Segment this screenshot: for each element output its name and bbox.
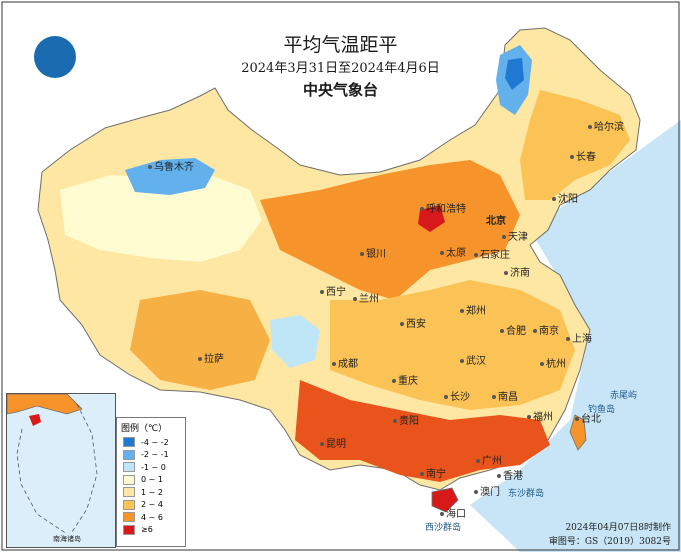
city-nanchang: 南昌	[492, 388, 518, 403]
city-beijing: 北京	[486, 216, 506, 227]
city-changchun: 长春	[570, 148, 596, 163]
city-guiyang: 贵阳	[393, 412, 419, 427]
city-shanghai: 上海	[566, 330, 592, 345]
map-organization: 中央气象台	[302, 81, 378, 99]
city-lanzhou: 兰州	[353, 290, 379, 305]
city-xian: 西安	[400, 315, 426, 330]
city-harbin: 哈尔滨	[588, 118, 624, 133]
legend-item: 0 ~ 1	[117, 474, 185, 487]
region-taiwan	[569, 414, 587, 451]
city-nanning: 南宁	[420, 465, 446, 480]
city-zhengzhou: 郑州	[460, 302, 486, 317]
city-hohhot: 呼和浩特	[420, 200, 466, 215]
region-0-1-xinjiang	[60, 175, 262, 262]
region-light-blue-qinghai	[270, 315, 320, 368]
city-chongqing: 重庆	[392, 372, 418, 387]
city-taipei: 台北	[575, 410, 601, 425]
legend-label: 1 ~ 2	[141, 487, 163, 497]
region-6-plus-hohhot	[418, 205, 445, 232]
city-urumqi: 乌鲁木齐	[148, 158, 194, 173]
map-legend: 图例（℃） -4 ~ -2 -2 ~ -1 -1 ~ 0 0 ~ 1 1 ~ 2 2 ~ …	[116, 417, 186, 547]
legend-swatch	[123, 474, 135, 485]
inset-boundary	[16, 403, 98, 535]
label-chiweiyu: 赤尾屿	[610, 391, 638, 401]
legend-item: 1 ~ 2	[117, 486, 185, 499]
legend-swatch	[123, 524, 135, 535]
city-chengdu: 成都	[332, 355, 358, 370]
south-china-sea-inset: 南海诸岛	[6, 393, 116, 548]
legend-rows: -4 ~ -2 -2 ~ -1 -1 ~ 0 0 ~ 1 1 ~ 2 2 ~ 4 4 ~ 6…	[117, 436, 185, 536]
legend-swatch	[123, 437, 135, 448]
region-2-4-central	[330, 280, 575, 410]
legend-label: -2 ~ -1	[141, 450, 169, 460]
city-nanjing: 南京	[533, 322, 559, 337]
legend-label: 4 ~ 6	[141, 512, 163, 522]
inset-hainan	[29, 414, 41, 426]
legend-swatch	[123, 512, 135, 523]
city-lhasa: 拉萨	[198, 350, 224, 365]
region-4-6-south	[295, 380, 550, 482]
legend-swatch	[123, 487, 135, 498]
region-neg-xinjiang	[125, 158, 215, 195]
legend-item: -2 ~ -1	[117, 449, 185, 462]
legend-item: -1 ~ 0	[117, 461, 185, 474]
city-wuhan: 武汉	[460, 352, 486, 367]
label-dongsha: 东沙群岛	[508, 489, 545, 499]
city-shenyang: 沈阳	[552, 190, 578, 205]
legend-item: ≥6	[117, 524, 185, 537]
city-taiyuan: 太原	[440, 244, 466, 259]
footer-made-date: 2024年04月07日8时制作	[565, 523, 671, 533]
region-4-6-north	[260, 160, 520, 300]
footer-review-number: 审图号：GS（2019）3082号	[548, 537, 671, 547]
label-diaoyudao: 钓鱼岛	[588, 405, 616, 415]
legend-label: 0 ~ 1	[141, 475, 163, 485]
city-changsha: 长沙	[444, 388, 470, 403]
legend-swatch	[123, 449, 135, 460]
legend-item: 2 ~ 4	[117, 499, 185, 512]
region-cold-core-hulunbuir	[505, 58, 524, 90]
ocean-east	[470, 120, 681, 552]
region-2-4-tibet	[130, 290, 270, 390]
city-xining: 西宁	[320, 283, 346, 298]
legend-title: 图例（℃）	[121, 424, 168, 434]
legend-swatch	[123, 499, 135, 510]
legend-label: -1 ~ 0	[141, 462, 166, 472]
city-kunming: 昆明	[320, 435, 346, 450]
city-guangzhou: 广州	[476, 452, 502, 467]
legend-swatch	[123, 462, 135, 473]
legend-label: ≥6	[141, 525, 153, 535]
legend-item: 4 ~ 6	[117, 511, 185, 524]
legend-item: -4 ~ -2	[117, 436, 185, 449]
cma-logo	[34, 36, 76, 78]
city-yinchuan: 银川	[360, 245, 386, 260]
city-haikou: 海口	[440, 505, 466, 520]
legend-label: -4 ~ -2	[141, 437, 169, 447]
city-hongkong: 香港	[497, 467, 523, 482]
city-fuzhou: 福州	[527, 408, 553, 423]
map-title: 平均气温距平	[283, 34, 398, 56]
city-shijiazhuang: 石家庄	[474, 246, 510, 261]
city-jinan: 济南	[504, 264, 530, 279]
label-xisha: 西沙群岛	[425, 523, 462, 533]
inset-coast	[7, 394, 83, 415]
region-2-4-northeast	[520, 90, 630, 200]
city-hefei: 合肥	[500, 322, 526, 337]
city-hangzhou: 杭州	[540, 355, 566, 370]
city-macau: 澳门	[474, 483, 500, 498]
legend-label: 2 ~ 4	[141, 500, 163, 510]
inset-label: 南海诸岛	[53, 535, 81, 543]
region-hainan	[431, 487, 459, 513]
map-date-range: 2024年3月31日至2024年4月6日	[241, 61, 440, 76]
inset-map	[7, 394, 98, 535]
city-tianjin: 天津	[502, 228, 528, 243]
